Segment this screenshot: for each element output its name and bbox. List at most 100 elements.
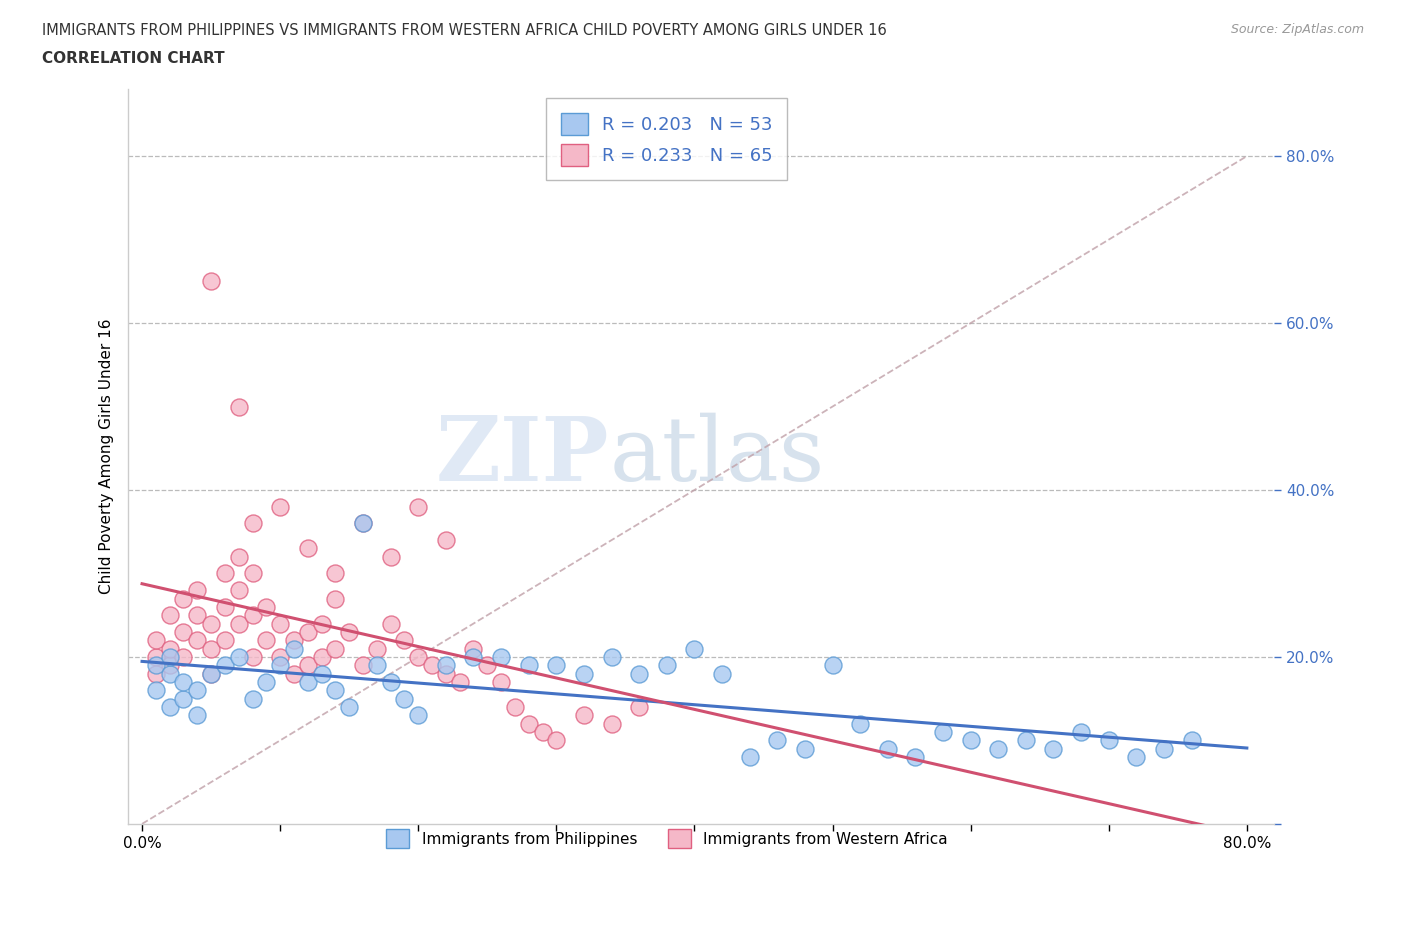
Point xyxy=(463,641,485,656)
Point xyxy=(380,616,402,631)
Point xyxy=(352,516,374,531)
Point xyxy=(434,666,457,681)
Point xyxy=(269,616,291,631)
Point xyxy=(214,566,236,581)
Point xyxy=(434,533,457,548)
Point xyxy=(159,608,181,623)
Point xyxy=(228,399,250,414)
Point xyxy=(242,608,264,623)
Point xyxy=(1070,724,1092,739)
Point xyxy=(214,632,236,647)
Point xyxy=(159,649,181,664)
Point xyxy=(477,658,499,672)
Point xyxy=(406,649,429,664)
Point xyxy=(228,616,250,631)
Point xyxy=(145,649,167,664)
Point xyxy=(297,624,319,639)
Point xyxy=(159,666,181,681)
Point xyxy=(1125,750,1147,764)
Point xyxy=(186,583,208,598)
Point xyxy=(517,716,540,731)
Point xyxy=(145,632,167,647)
Point xyxy=(283,666,305,681)
Point xyxy=(325,641,347,656)
Point xyxy=(406,499,429,514)
Point xyxy=(173,591,195,606)
Point xyxy=(420,658,443,672)
Point xyxy=(394,691,416,706)
Point xyxy=(325,683,347,698)
Point xyxy=(655,658,678,672)
Point xyxy=(517,658,540,672)
Point xyxy=(325,566,347,581)
Point xyxy=(269,658,291,672)
Point xyxy=(366,641,388,656)
Point xyxy=(766,733,789,748)
Point xyxy=(283,632,305,647)
Point xyxy=(406,708,429,723)
Text: Source: ZipAtlas.com: Source: ZipAtlas.com xyxy=(1230,23,1364,36)
Point xyxy=(380,674,402,689)
Point xyxy=(793,741,815,756)
Point xyxy=(186,708,208,723)
Text: IMMIGRANTS FROM PHILIPPINES VS IMMIGRANTS FROM WESTERN AFRICA CHILD POVERTY AMON: IMMIGRANTS FROM PHILIPPINES VS IMMIGRANT… xyxy=(42,23,887,38)
Point xyxy=(932,724,955,739)
Point xyxy=(311,649,333,664)
Point xyxy=(337,624,360,639)
Legend: Immigrants from Philippines, Immigrants from Western Africa: Immigrants from Philippines, Immigrants … xyxy=(374,817,960,860)
Point xyxy=(987,741,1010,756)
Point xyxy=(600,716,623,731)
Point xyxy=(738,750,761,764)
Point xyxy=(876,741,898,756)
Point xyxy=(1098,733,1121,748)
Point xyxy=(380,550,402,565)
Point xyxy=(572,708,595,723)
Point xyxy=(489,674,512,689)
Text: CORRELATION CHART: CORRELATION CHART xyxy=(42,51,225,66)
Text: atlas: atlas xyxy=(610,413,825,500)
Point xyxy=(186,608,208,623)
Point xyxy=(1015,733,1038,748)
Point xyxy=(904,750,927,764)
Point xyxy=(159,641,181,656)
Y-axis label: Child Poverty Among Girls Under 16: Child Poverty Among Girls Under 16 xyxy=(100,319,114,594)
Point xyxy=(228,550,250,565)
Point xyxy=(297,541,319,556)
Point xyxy=(200,274,222,289)
Point xyxy=(311,616,333,631)
Point xyxy=(200,641,222,656)
Point xyxy=(242,691,264,706)
Point xyxy=(546,733,568,748)
Point xyxy=(531,724,554,739)
Point xyxy=(1181,733,1204,748)
Point xyxy=(546,658,568,672)
Point xyxy=(145,658,167,672)
Text: ZIP: ZIP xyxy=(436,413,610,500)
Point xyxy=(1153,741,1175,756)
Point xyxy=(173,674,195,689)
Point xyxy=(200,616,222,631)
Point xyxy=(254,600,277,615)
Point xyxy=(311,666,333,681)
Point xyxy=(337,699,360,714)
Point xyxy=(159,658,181,672)
Point xyxy=(297,674,319,689)
Point xyxy=(228,649,250,664)
Point xyxy=(683,641,706,656)
Point xyxy=(366,658,388,672)
Point xyxy=(821,658,844,672)
Point xyxy=(394,632,416,647)
Point xyxy=(959,733,981,748)
Point xyxy=(186,632,208,647)
Point xyxy=(849,716,872,731)
Point xyxy=(572,666,595,681)
Point xyxy=(449,674,471,689)
Point xyxy=(145,683,167,698)
Point xyxy=(1042,741,1064,756)
Point xyxy=(200,666,222,681)
Point xyxy=(352,516,374,531)
Point xyxy=(173,691,195,706)
Point xyxy=(325,591,347,606)
Point xyxy=(214,600,236,615)
Point xyxy=(159,699,181,714)
